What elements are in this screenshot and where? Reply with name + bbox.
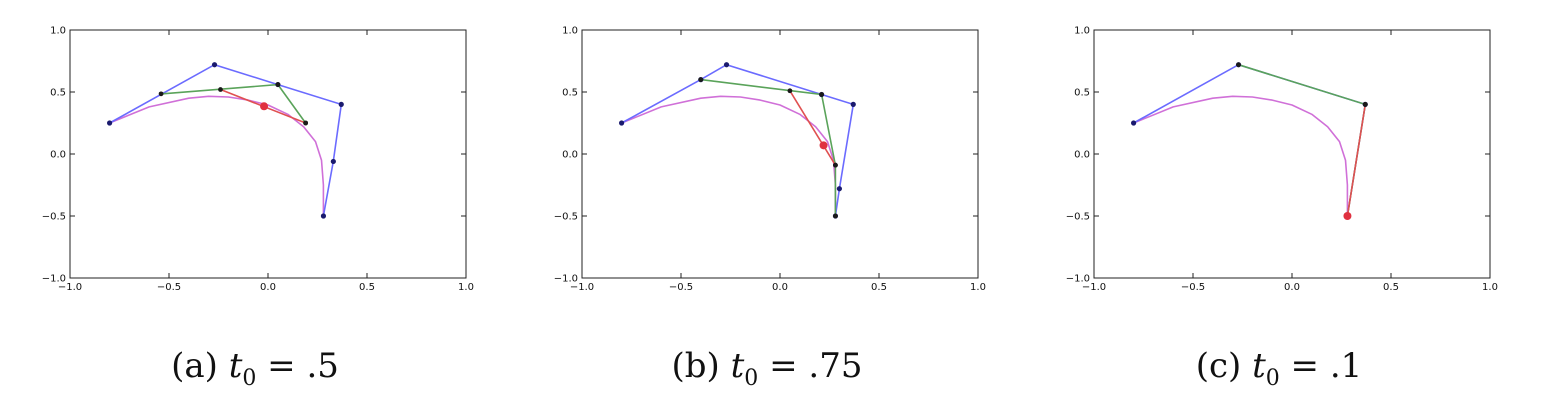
control-point xyxy=(338,101,344,107)
y-tick-label: 0.0 xyxy=(1074,150,1090,161)
control-point xyxy=(330,158,336,165)
y-tick-label: 0.5 xyxy=(1074,88,1090,99)
x-tick-label: 0.5 xyxy=(871,282,887,293)
y-tick-label: 0.0 xyxy=(50,150,66,161)
caption-value: = .75 xyxy=(758,346,862,386)
caption-variable: t xyxy=(1252,346,1266,386)
y-tick-label: 1.0 xyxy=(50,26,66,37)
caption-subscript: 0 xyxy=(1266,366,1280,391)
x-tick-label: −1.0 xyxy=(1082,282,1106,293)
final-segment-point xyxy=(1362,102,1368,107)
caption-subscript: 0 xyxy=(242,366,256,391)
control-point xyxy=(619,120,625,126)
control-polygon xyxy=(109,63,343,217)
x-tick-label: 1.0 xyxy=(970,282,986,293)
y-tick-label: −0.5 xyxy=(42,212,66,223)
control-point xyxy=(850,101,856,107)
control-point xyxy=(320,213,327,219)
intermediate-point xyxy=(158,91,164,97)
x-tick-label: −0.5 xyxy=(157,282,181,293)
final-segment-point xyxy=(303,120,309,126)
final-segment-point xyxy=(218,87,223,92)
y-tick-label: 0.5 xyxy=(562,88,578,99)
y-tick-label: 0.5 xyxy=(50,88,66,99)
x-tick-label: 0.0 xyxy=(1284,282,1300,293)
y-tick-label: −0.5 xyxy=(554,212,578,223)
x-tick-label: −1.0 xyxy=(570,282,594,293)
x-tick-label: 0.5 xyxy=(1383,282,1399,293)
axes-frame xyxy=(581,29,979,279)
y-tick-label: −1.0 xyxy=(554,274,578,285)
intermediate-point xyxy=(698,77,704,82)
x-tick-label: 0.0 xyxy=(772,282,788,293)
evaluated-point xyxy=(260,102,269,111)
final-segment-point xyxy=(787,88,793,94)
control-point xyxy=(836,186,843,192)
x-tick-label: 0.5 xyxy=(359,282,375,293)
intermediate-point xyxy=(833,213,838,219)
intermediate-point xyxy=(275,82,281,87)
subplot-caption: (a) t0 = .5 xyxy=(171,346,339,391)
y-tick-label: −1.0 xyxy=(42,274,66,285)
caption-subscript: 0 xyxy=(744,366,758,391)
y-tick-label: 1.0 xyxy=(1074,26,1090,37)
x-tick-label: 0.0 xyxy=(260,282,276,293)
y-tick-label: 1.0 xyxy=(562,26,578,37)
subplot-2: −1.0 −0.5 0.0 0.5 1.0 −1.0 −0.5 0.0 0.5 1.0 (b) t0… xyxy=(554,26,986,392)
control-point xyxy=(723,62,730,68)
x-tick-label: 1.0 xyxy=(1482,282,1498,293)
y-tick-label: 0.0 xyxy=(562,150,578,161)
subplot-3: −1.0 −0.5 0.0 0.5 1.0 −1.0 −0.5 0.0 0.5 1.0 (c) t0… xyxy=(1066,26,1498,392)
intermediate-polygon xyxy=(700,78,837,216)
bezier-curve xyxy=(109,95,325,216)
subplot-caption: (b) t0 = .75 xyxy=(672,346,863,391)
caption-value: = .5 xyxy=(256,346,339,386)
x-tick-label: 1.0 xyxy=(458,282,474,293)
caption-variable: t xyxy=(731,346,745,386)
axes-frame xyxy=(1093,29,1491,279)
intermediate-point xyxy=(1236,62,1241,68)
evaluated-point xyxy=(819,141,828,150)
caption-variable: t xyxy=(229,346,243,386)
x-tick-label: −0.5 xyxy=(1181,282,1205,293)
control-point xyxy=(107,120,113,126)
caption-value: = .1 xyxy=(1280,346,1363,386)
y-tick-label: −1.0 xyxy=(1066,274,1090,285)
final-segment xyxy=(789,90,837,166)
bezier-curve xyxy=(1133,95,1349,216)
caption-label: (a) xyxy=(171,346,229,386)
final-segment-point xyxy=(833,162,838,168)
control-point xyxy=(1131,120,1137,126)
x-tick-label: −0.5 xyxy=(669,282,693,293)
subplot-1: −1.0 −0.5 0.0 0.5 1.0 −1.0 −0.5 0.0 0.5 1.0 (a) t0… xyxy=(42,26,474,392)
intermediate-point xyxy=(819,92,824,97)
bezier-curve xyxy=(621,95,837,216)
subplot-caption: (c) t0 = .1 xyxy=(1196,346,1363,391)
x-tick-label: −1.0 xyxy=(58,282,82,293)
evaluated-point xyxy=(1343,212,1352,220)
caption-label: (c) xyxy=(1196,346,1252,386)
axes-frame xyxy=(69,29,467,279)
control-point xyxy=(211,62,218,68)
final-segment xyxy=(1346,104,1367,217)
caption-label: (b) xyxy=(672,346,731,386)
y-tick-label: −0.5 xyxy=(1066,212,1090,223)
